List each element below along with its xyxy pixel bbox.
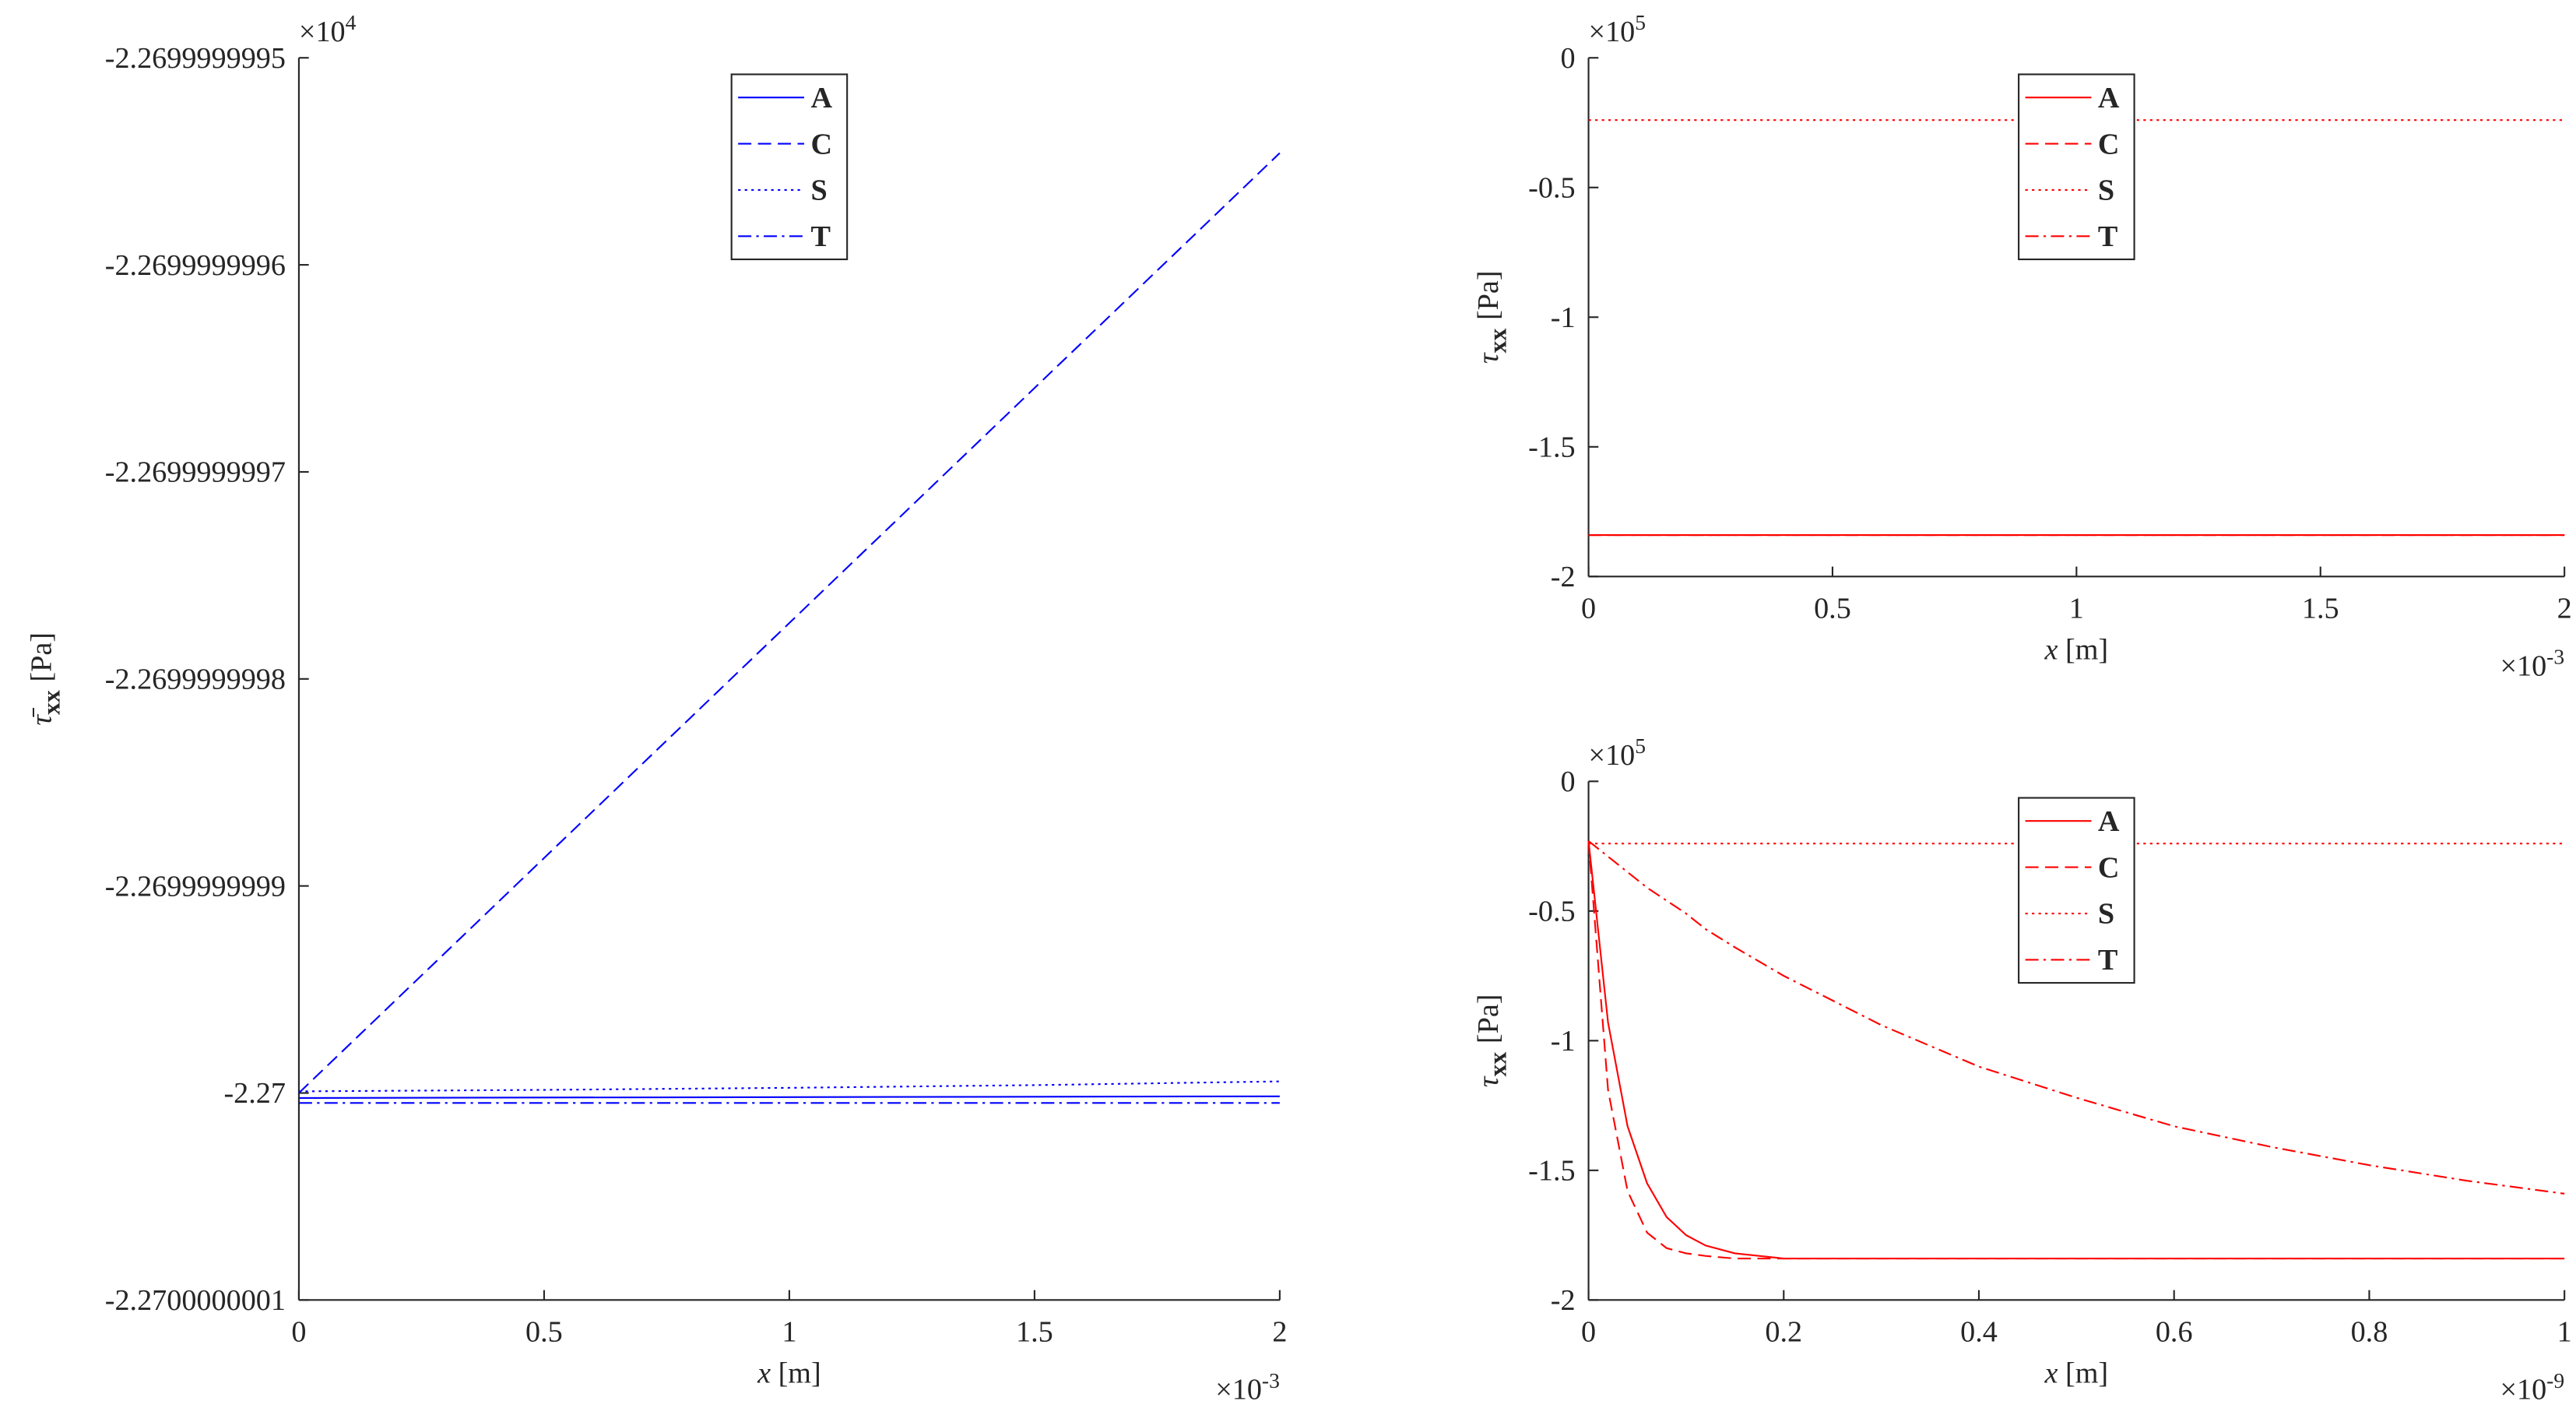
multiplier-exponent: 4 bbox=[346, 10, 357, 34]
legend-label: S bbox=[2098, 174, 2114, 207]
legend-label: T bbox=[810, 220, 830, 253]
multiplier-base: ×10 bbox=[1589, 16, 1636, 48]
legend-label: S bbox=[810, 174, 827, 207]
y-label-symbol: τ bbox=[1472, 352, 1505, 364]
axis-multiplier: ×105 bbox=[1589, 734, 1646, 772]
x-tick-label: 1.5 bbox=[2302, 592, 2339, 625]
y-tick-label: -2.2699999998 bbox=[105, 664, 286, 696]
y-tick-label: -2.2699999997 bbox=[105, 456, 286, 489]
y-tick-label: -1 bbox=[1551, 1025, 1576, 1058]
data-line bbox=[298, 152, 1281, 1094]
axis-multiplier: ×10-3 bbox=[1215, 1368, 1280, 1406]
y-tick-label: -1.5 bbox=[1528, 1155, 1575, 1188]
legend-label: C bbox=[2098, 851, 2120, 884]
y-label-unit: [Pa] bbox=[1472, 994, 1505, 1044]
x-label-symbol: x bbox=[2044, 633, 2058, 666]
y-tick-label: -0.5 bbox=[1528, 171, 1575, 204]
x-label-unit: [m] bbox=[2065, 633, 2108, 666]
legend-label: C bbox=[810, 128, 832, 160]
x-label-symbol: x bbox=[2044, 1357, 2058, 1389]
y-label-subscript: xx bbox=[1484, 329, 1511, 354]
x-tick-label: 0.5 bbox=[1814, 592, 1851, 625]
multiplier-exponent: 5 bbox=[1635, 734, 1646, 758]
y-tick-label: -2 bbox=[1551, 1284, 1576, 1317]
x-tick-label: 0 bbox=[1581, 1315, 1596, 1348]
x-label-unit: [m] bbox=[2065, 1357, 2108, 1389]
x-tick-label: 0.5 bbox=[525, 1315, 563, 1348]
multiplier-base: ×10 bbox=[1589, 739, 1636, 772]
axis-multiplier: ×105 bbox=[1589, 10, 1646, 48]
legend-box bbox=[2018, 73, 2135, 261]
x-tick-label: 2 bbox=[1272, 1315, 1287, 1348]
x-tick-label: 0 bbox=[1581, 592, 1596, 625]
x-label-space bbox=[771, 1357, 778, 1389]
x-tick-label: 0 bbox=[291, 1315, 306, 1348]
legend-box bbox=[2018, 797, 2135, 984]
y-tick-label: -2.2700000001 bbox=[105, 1284, 286, 1317]
multiplier-exponent: -3 bbox=[2546, 645, 2564, 669]
multiplier-base: ×10 bbox=[2500, 1374, 2546, 1406]
x-tick-label: 1 bbox=[782, 1315, 796, 1348]
x-tick-label: 0.4 bbox=[1960, 1315, 1998, 1348]
data-line bbox=[298, 1095, 1280, 1099]
legend-label: S bbox=[2098, 898, 2114, 931]
legend-label: T bbox=[2098, 220, 2117, 253]
x-axis-label: x [m] bbox=[2044, 633, 2109, 666]
multiplier-exponent: -3 bbox=[1262, 1368, 1280, 1392]
legend-label: A bbox=[2098, 805, 2120, 838]
legend-label: A bbox=[810, 82, 832, 114]
y-axis-label: τ̄xx[Pa] bbox=[26, 632, 65, 726]
legend-box bbox=[730, 73, 849, 261]
x-tick-label: 1 bbox=[2557, 1315, 2572, 1348]
legend-label: C bbox=[2098, 128, 2120, 160]
x-axis-label: x [m] bbox=[2044, 1357, 2109, 1389]
y-axis-label: τxx [Pa] bbox=[1472, 270, 1512, 364]
x-label-unit: [m] bbox=[778, 1357, 821, 1389]
data-line bbox=[298, 1080, 1280, 1093]
x-axis-label: x [m] bbox=[757, 1357, 821, 1389]
x-tick-label: 1 bbox=[2069, 592, 2084, 625]
y-tick-label: 0 bbox=[1560, 766, 1575, 798]
x-tick-label: 0.6 bbox=[2156, 1315, 2193, 1348]
axis-multiplier: ×10-3 bbox=[2500, 645, 2564, 683]
legend-label: T bbox=[2098, 944, 2117, 977]
y-tick-label: -2.27 bbox=[223, 1077, 286, 1110]
multiplier-exponent: 5 bbox=[1635, 10, 1646, 34]
data-line bbox=[1587, 840, 2565, 1195]
y-axis-label: τxx [Pa] bbox=[1472, 994, 1512, 1087]
axis-multiplier: ×10-9 bbox=[2500, 1368, 2564, 1406]
y-tick-label: -2 bbox=[1551, 561, 1576, 593]
x-label-space bbox=[2058, 633, 2065, 666]
legend-label: A bbox=[2098, 82, 2120, 114]
y-tick-label: -1.5 bbox=[1528, 431, 1575, 464]
y-tick-label: 0 bbox=[1560, 42, 1575, 75]
multiplier-exponent: -9 bbox=[2546, 1368, 2564, 1392]
x-tick-label: 2 bbox=[2557, 592, 2572, 625]
multiplier-base: ×10 bbox=[1215, 1374, 1262, 1406]
data-line bbox=[1587, 840, 2565, 1260]
x-label-space bbox=[2058, 1357, 2065, 1389]
y-label-unit: [Pa] bbox=[1472, 270, 1505, 320]
y-label-subscript: xx bbox=[1484, 1052, 1511, 1077]
y-label-subscript: xx bbox=[37, 690, 65, 715]
x-tick-label: 1.5 bbox=[1016, 1315, 1053, 1348]
y-tick-label: -2.2699999999 bbox=[105, 870, 286, 903]
y-tick-label: -1 bbox=[1551, 301, 1576, 334]
y-label-unit: [Pa] bbox=[26, 632, 58, 682]
multiplier-base: ×10 bbox=[299, 16, 346, 48]
x-label-symbol: x bbox=[757, 1357, 771, 1389]
y-tick-label: -2.2699999995 bbox=[105, 42, 286, 75]
x-tick-label: 0.2 bbox=[1765, 1315, 1802, 1348]
y-label-symbol: τ bbox=[1472, 1075, 1505, 1087]
y-tick-label: -0.5 bbox=[1528, 896, 1575, 928]
axis-multiplier: ×104 bbox=[299, 10, 357, 48]
x-tick-label: 0.8 bbox=[2351, 1315, 2388, 1348]
y-tick-label: -2.2699999996 bbox=[105, 249, 286, 282]
multiplier-base: ×10 bbox=[2500, 650, 2546, 683]
